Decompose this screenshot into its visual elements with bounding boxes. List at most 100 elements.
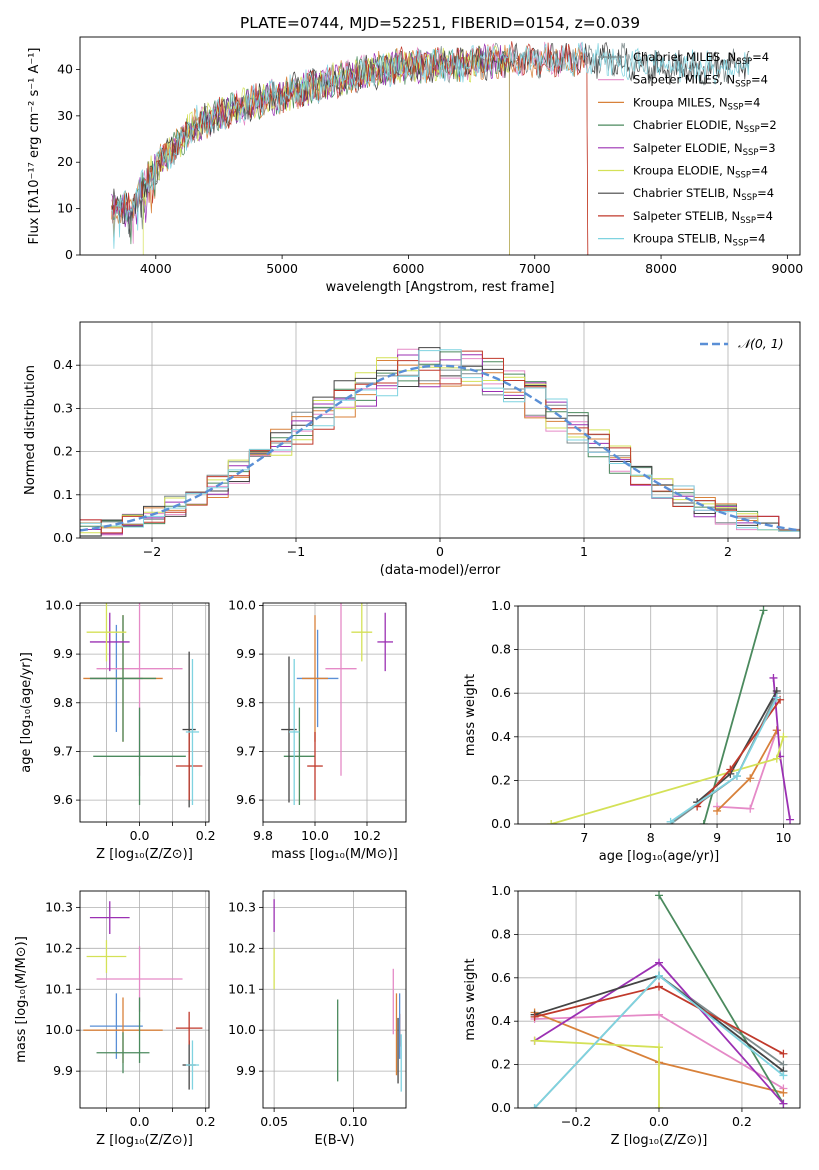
legend-entry: Kroupa STELIB, NSSP=4 [633, 232, 765, 249]
chart-residuals: −2 −1 0 1 2 0.0 0.1 0.2 0.3 0.4 (data-model)/error… [23, 321, 801, 578]
y-tick-label: 0.4 [491, 729, 511, 744]
y-tick-label: 10.0 [45, 597, 73, 612]
legend-entry: Kroupa MILES, NSSP=4 [633, 95, 760, 112]
chart-mass-weight-vs-Z: −0.2 0.0 0.2 0.0 0.2 0.4 0.6 0.8 1.0 Z [log₁₀(Z/Z… [463, 883, 801, 1148]
y-tick-label: 0.6 [491, 970, 511, 985]
x-tick-label: 7 [580, 830, 588, 845]
y-tick-label: 9.9 [236, 1063, 256, 1078]
plot-area [83, 603, 203, 808]
x-tick-label: 10 [775, 830, 791, 845]
axes-frame [79, 321, 801, 539]
legend-entry: Salpeter STELIB, NSSP=4 [633, 209, 773, 226]
y-tick-label: 0.6 [491, 685, 511, 700]
x-tick-label: 8000 [645, 261, 677, 276]
data-point-marker [732, 772, 741, 781]
y-tick-label: 10.2 [45, 940, 73, 955]
legend-entry: Salpeter MILES, NSSP=4 [633, 73, 768, 90]
data-point-marker [655, 958, 663, 967]
data-point-marker [779, 1049, 788, 1058]
data-point-marker [530, 1036, 539, 1045]
y-tick-label: 9.6 [53, 792, 73, 807]
x-tick-label: 8 [647, 830, 655, 845]
data-point-marker [655, 1010, 663, 1019]
plot-area [273, 899, 402, 1092]
y-tick-label: 0.4 [491, 1013, 511, 1028]
y-tick-label: 1.0 [491, 883, 511, 898]
plot-area [281, 603, 393, 805]
data-point-marker [772, 693, 781, 702]
figure-title: PLATE=0744, MJD=52251, FIBERID=0154, z=0… [240, 14, 640, 32]
data-point-marker [779, 1088, 788, 1097]
x-tick-label: −0.2 [561, 1114, 591, 1129]
y-axis-label: mass [log₁₀(M/M⊙)] [14, 936, 29, 1063]
y-tick-label: 1.0 [491, 598, 511, 613]
x-tick-label: 0 [436, 544, 444, 559]
spectrum-series [111, 41, 750, 238]
y-axis-label: Flux [fλ10⁻¹⁷ erg cm⁻² s⁻¹ A⁻¹] [27, 48, 42, 245]
axes-frame [517, 605, 801, 825]
y-tick-label: 0.2 [53, 444, 73, 459]
histogram-series [80, 350, 800, 534]
plot-area [530, 891, 788, 1108]
data-point-marker [547, 820, 556, 824]
axes-frame [79, 602, 210, 823]
y-tick-label: 0.0 [53, 530, 73, 545]
y-tick-label: 30 [57, 108, 73, 123]
x-axis-label: wavelength [Angstrom, rest frame] [326, 280, 555, 295]
data-point-marker [699, 820, 708, 824]
data-point-marker [746, 774, 755, 783]
x-tick-label: 4000 [140, 261, 172, 276]
legend-entry: Salpeter ELODIE, NSSP=3 [633, 141, 776, 158]
mass-weight-series [534, 1039, 660, 1108]
data-point-marker [779, 1099, 788, 1108]
data-point-marker [726, 765, 735, 774]
y-tick-label: 9.9 [236, 646, 256, 661]
legend-entry: Chabrier MILES, NSSP=4 [633, 50, 769, 67]
plot-area [83, 901, 203, 1090]
plot-area [547, 606, 795, 824]
data-point-marker [713, 806, 722, 815]
x-axis-label: age [log₁₀(age/yr)] [599, 849, 720, 864]
y-tick-label: 9.7 [236, 743, 256, 758]
y-tick-label: 9.9 [53, 646, 73, 661]
y-axis-label: age [log₁₀(age/yr)] [19, 652, 34, 773]
x-axis-label: Z [log₁₀(Z/Z⊙)] [96, 847, 193, 862]
data-point-marker [655, 1043, 663, 1052]
y-tick-label: 0.3 [53, 400, 73, 415]
data-point-marker [759, 606, 768, 615]
plot-area [80, 347, 800, 537]
legend-entry: Chabrier ELODIE, NSSP=2 [633, 118, 777, 135]
x-tick-label: 1 [580, 544, 588, 559]
y-tick-label: 0.8 [491, 926, 511, 941]
y-tick-label: 10.0 [228, 1022, 256, 1037]
x-axis-label: (data-model)/error [380, 563, 501, 578]
x-tick-label: 9 [713, 830, 721, 845]
y-axis-label: mass weight [463, 674, 478, 756]
y-tick-label: 10.2 [228, 940, 256, 955]
y-tick-label: 0.2 [491, 772, 511, 787]
data-point-marker [772, 754, 781, 763]
x-tick-label: 10.0 [301, 828, 329, 843]
x-tick-label: 9.8 [253, 828, 273, 843]
x-axis-label: Z [log₁₀(Z/Z⊙)] [96, 1133, 193, 1148]
x-tick-label: 0.0 [130, 1114, 150, 1129]
plot-area [111, 41, 750, 255]
x-tick-label: 0.0 [130, 828, 150, 843]
spectrum-series [111, 41, 589, 255]
chart-mass-vs-Z: 0.0 0.2 9.9 10.0 10.1 10.2 10.3 Z [log₁₀(Z/Z⊙)]… [14, 890, 216, 1148]
axes-frame [79, 890, 210, 1109]
y-tick-label: 10.1 [228, 981, 256, 996]
data-point-marker [530, 1012, 539, 1021]
y-tick-label: 0.0 [491, 1100, 511, 1115]
y-tick-label: 10.3 [228, 899, 256, 914]
x-tick-label: 2 [724, 544, 732, 559]
spectrum-series [111, 41, 750, 249]
y-tick-label: 10.1 [45, 981, 73, 996]
legend-entry: 𝒩(0, 1) [738, 336, 784, 351]
x-tick-label: 5000 [266, 261, 298, 276]
data-point-marker [655, 1104, 663, 1108]
data-point-marker [769, 673, 778, 682]
y-tick-label: 10.0 [228, 597, 256, 612]
data-point-marker [666, 817, 675, 824]
y-tick-label: 20 [57, 154, 73, 169]
